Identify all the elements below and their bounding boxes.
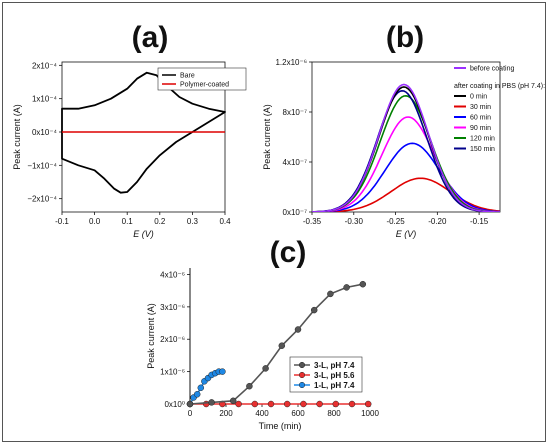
x-tick-label: -0.15 — [470, 217, 489, 226]
data-point — [278, 342, 286, 349]
data-point — [251, 400, 259, 408]
x-tick-label: -0.25 — [386, 217, 405, 226]
legend-header: after coating in PBS (pH 7.4): — [454, 83, 545, 90]
y-tick-label: 4x10⁻⁶ — [160, 270, 185, 279]
y-tick-label: 0x10⁰ — [164, 400, 185, 409]
y-tick-label: 3x10⁻⁶ — [160, 303, 185, 312]
chart-panel-0: (a) -0.1 0.0 0.1 0.2 0.3 0.4 2x10⁻⁴ 1x10⁻⁴ 0x10⁻⁴… — [12, 21, 247, 239]
x-axis-label: Time (min) — [259, 421, 302, 431]
legend-marker — [298, 381, 306, 389]
data-point — [246, 382, 253, 390]
legend-entry: 0 min — [470, 94, 487, 101]
y-tick-label: 0x10⁻⁴ — [32, 128, 58, 137]
y-tick-label: 1x10⁻⁶ — [160, 368, 185, 377]
y-tick-label: 0x10⁻⁷ — [283, 208, 308, 217]
x-tick-label: 200 — [219, 409, 233, 418]
data-point — [208, 399, 215, 406]
y-tick-label: 4x10⁻⁷ — [283, 158, 308, 167]
data-point — [359, 280, 367, 288]
legend-marker — [298, 361, 306, 369]
data-point — [316, 400, 323, 408]
legend-entry: 1-L, pH 7.4 — [314, 381, 355, 390]
data-point — [193, 391, 201, 398]
legend-entry: before coating — [470, 66, 514, 73]
legend-entry: 90 min — [470, 125, 491, 132]
x-tick-label: 0.0 — [89, 217, 101, 226]
chart-panel-2: (c) 0 200 400 600 800 1000 0x10⁰ 1x10⁻⁶ 2x10⁻⁶ 3x1… — [146, 236, 379, 431]
x-tick-label: 400 — [255, 409, 269, 418]
x-tick-label: -0.30 — [345, 217, 364, 226]
legend-box — [157, 67, 247, 91]
data-point — [262, 365, 269, 372]
data-point — [327, 290, 334, 298]
chart-panel-1: (b) -0.35 -0.30 -0.25 -0.20 -0.15 0x10⁻⁷ 4x10⁻⁷… — [262, 21, 545, 239]
x-tick-label: 0.4 — [219, 217, 231, 226]
x-tick-label: 0.2 — [154, 217, 166, 226]
data-point — [229, 397, 237, 405]
x-tick-label: -0.35 — [303, 217, 322, 226]
data-point — [364, 400, 372, 408]
legend-entry: 120 min — [470, 136, 495, 143]
legend-entry: 3-L, pH 7.4 — [314, 361, 355, 370]
y-tick-label: 2x10⁻⁴ — [32, 61, 58, 70]
figure-frame — [2, 2, 546, 442]
data-point — [235, 400, 242, 408]
x-tick-label: 600 — [291, 409, 305, 418]
y-tick-label: 8x10⁻⁷ — [283, 108, 308, 117]
data-point — [348, 400, 356, 408]
plot-frame — [311, 61, 501, 213]
data-point — [343, 284, 350, 291]
y-tick-label: 2x10⁻⁶ — [160, 335, 185, 344]
legend-entry: 30 min — [470, 104, 491, 111]
y-axis-label: Peak current (A) — [262, 104, 272, 170]
x-axis-label: E (V) — [133, 229, 154, 239]
series-line — [312, 83, 500, 212]
x-tick-label: 800 — [327, 409, 341, 418]
data-point — [310, 306, 318, 314]
data-point — [283, 400, 291, 408]
legend-entry: 60 min — [470, 115, 491, 122]
y-tick-label: 1x10⁻⁴ — [32, 95, 58, 104]
series-line — [312, 116, 500, 212]
data-point — [267, 400, 275, 408]
series-line — [61, 71, 226, 194]
data-point — [197, 384, 205, 392]
panel-label: (b) — [386, 21, 424, 54]
data-point — [294, 326, 302, 333]
panel-label: (a) — [132, 21, 169, 54]
series-line — [312, 142, 500, 212]
data-point — [300, 400, 307, 408]
x-tick-label: 0.3 — [187, 217, 199, 226]
y-tick-label: 1.2x10⁻⁶ — [275, 58, 307, 67]
y-tick-label: −1x10⁻⁴ — [27, 161, 57, 170]
legend-entry: 150 min — [470, 146, 495, 153]
legend-entry: 3-L, pH 5.6 — [314, 371, 355, 380]
data-point — [219, 368, 226, 375]
x-tick-label: 0 — [188, 409, 193, 418]
data-point — [186, 400, 194, 408]
x-tick-label: 1000 — [361, 409, 379, 418]
x-tick-label: 0.1 — [122, 217, 134, 226]
legend-entry: Bare — [180, 73, 195, 80]
data-point — [332, 400, 340, 408]
x-tick-label: -0.1 — [55, 217, 69, 226]
x-axis-label: E (V) — [396, 229, 417, 239]
panel-label: (c) — [270, 236, 307, 269]
series-line — [312, 177, 500, 212]
legend-entry: Polymer-coated — [180, 82, 229, 89]
legend-marker — [298, 371, 306, 379]
y-axis-label: Peak current (A) — [12, 104, 22, 170]
y-tick-label: −2x10⁻⁴ — [27, 195, 57, 204]
series-line — [312, 94, 500, 212]
y-axis-label: Peak current (A) — [146, 303, 156, 369]
x-tick-label: -0.20 — [428, 217, 447, 226]
